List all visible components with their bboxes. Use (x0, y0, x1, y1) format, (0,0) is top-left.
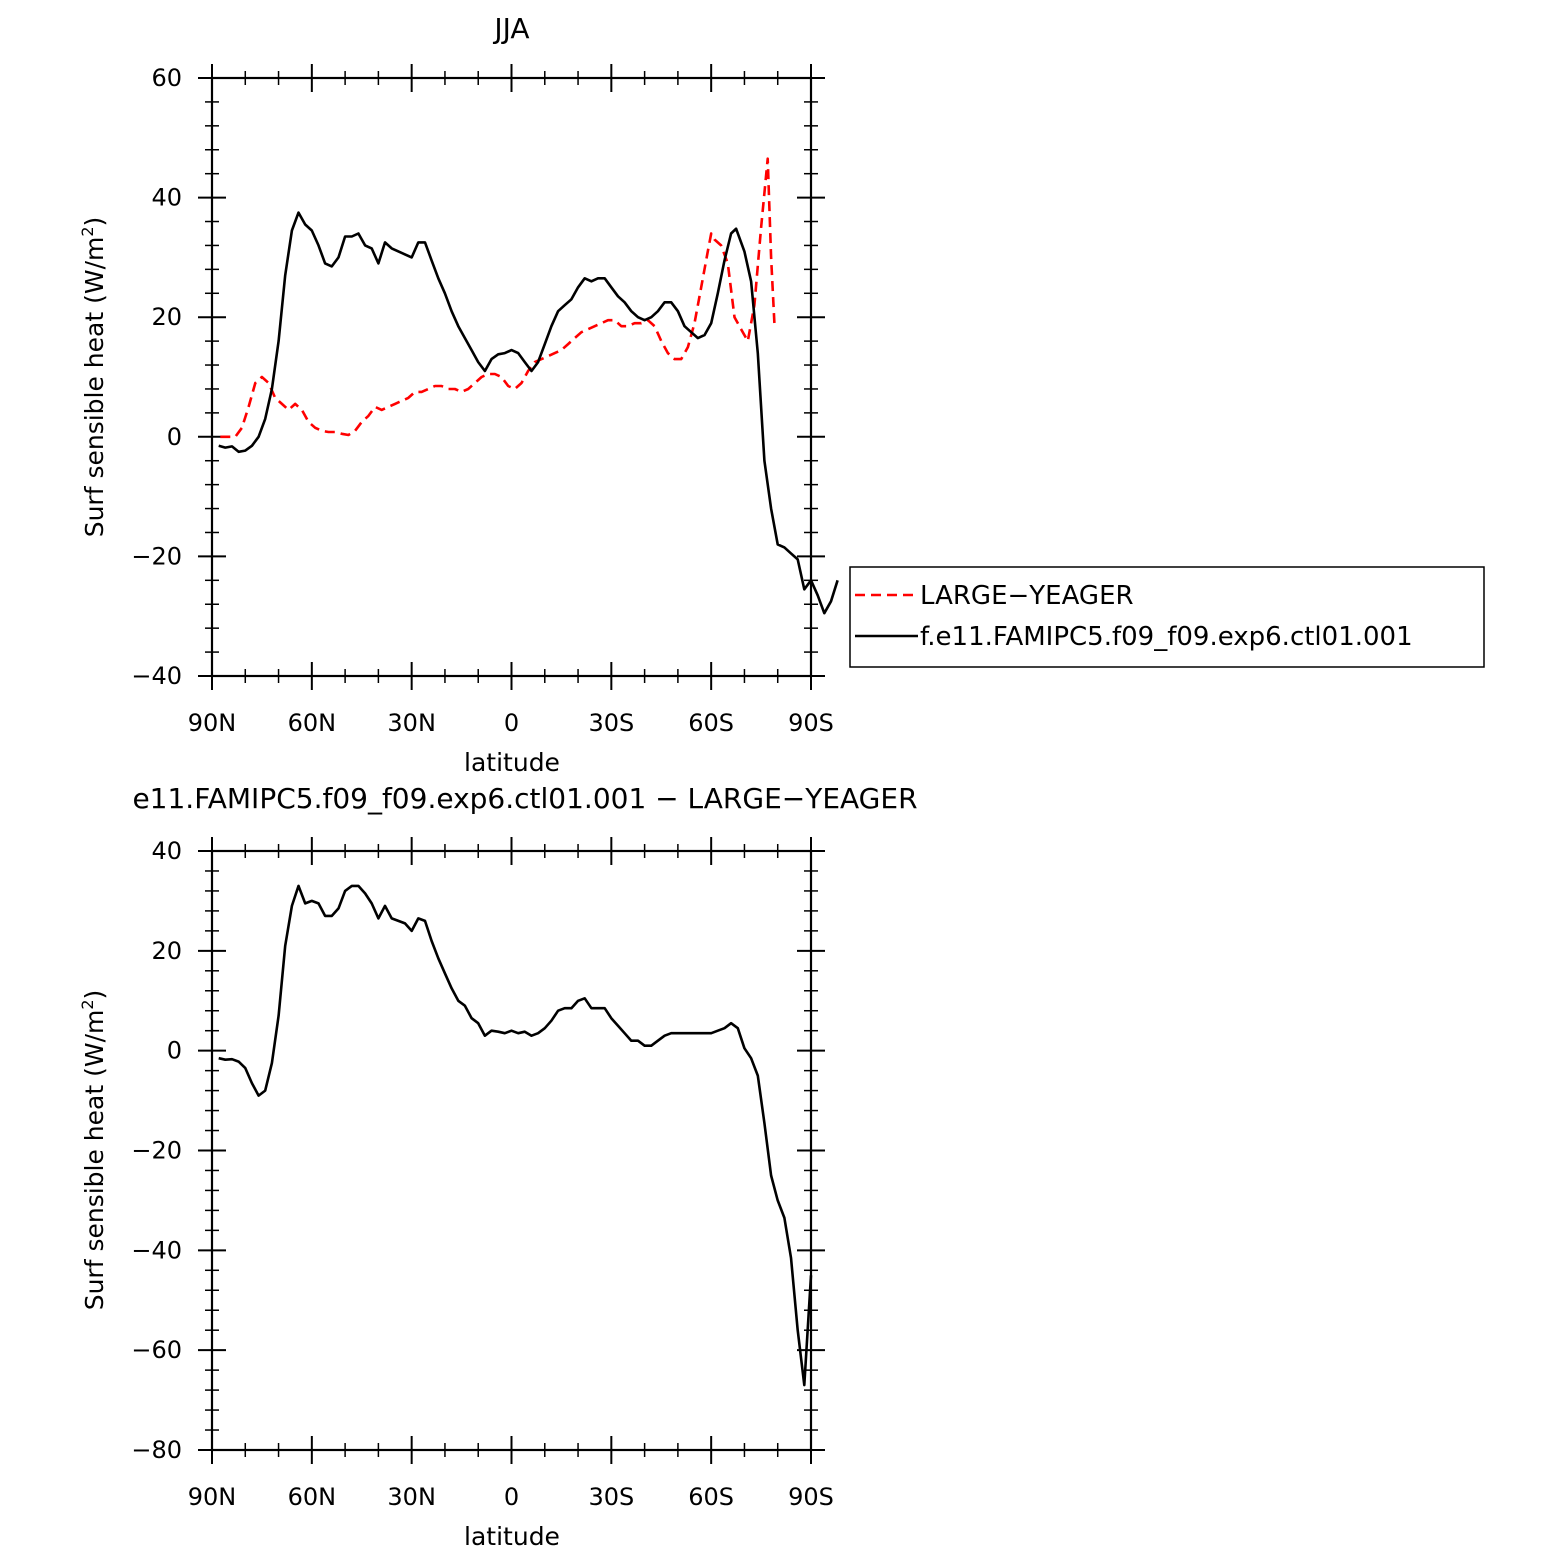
x-axis-label: latitude (464, 1522, 560, 1551)
series-line-difference (218, 884, 813, 1387)
y-tick-label: −20 (131, 1137, 182, 1165)
x-tick-label: 60S (688, 709, 734, 737)
y-axis-label-sup: 2 (78, 999, 97, 1009)
x-tick-label: 0 (504, 1483, 519, 1511)
plot-ticks (198, 837, 825, 1464)
x-tick-label: 30N (387, 1483, 436, 1511)
y-tick-label: 0 (167, 423, 182, 451)
chart-title: e11.FAMIPC5.f09_f09.exp6.ctl01.001 − LAR… (132, 782, 917, 815)
series-lines (218, 157, 839, 615)
x-tick-label: 30N (387, 709, 436, 737)
y-tick-label: −20 (131, 542, 182, 570)
y-axis-label: Surf sensible heat (W/m2) (78, 217, 109, 538)
x-tick-label: 90S (788, 709, 834, 737)
x-tick-label: 30S (588, 1483, 634, 1511)
bottom-panel: e11.FAMIPC5.f09_f09.exp6.ctl01.001 − LAR… (78, 782, 918, 1551)
y-tick-label: 20 (151, 303, 182, 331)
y-axis-label: Surf sensible heat (W/m2) (78, 990, 109, 1311)
y-axis-label-tail: ) (80, 990, 109, 1000)
legend-label-model: f.e11.FAMIPC5.f09_f09.exp6.ctl01.001 (920, 622, 1413, 652)
x-tick-label: 30S (588, 709, 634, 737)
y-axis-label-main: Surf sensible heat (W/m (80, 237, 109, 538)
legend: LARGE−YEAGER f.e11.FAMIPC5.f09_f09.exp6.… (849, 566, 1485, 668)
x-tick-labels: 90N 60N 30N 0 30S 60S 90S (188, 1483, 834, 1511)
y-tick-label: 0 (167, 1037, 182, 1065)
y-tick-label: −40 (131, 1236, 182, 1264)
x-axis-label: latitude (464, 748, 560, 777)
plot-frame (210, 849, 813, 1452)
y-tick-label: 40 (151, 837, 182, 865)
x-tick-label: 90S (788, 1483, 834, 1511)
series-line-model (218, 211, 839, 615)
y-axis-label-main: Surf sensible heat (W/m (80, 1010, 109, 1311)
series-line-large-yeager (220, 157, 776, 439)
y-tick-label: 40 (151, 184, 182, 212)
x-tick-labels: 90N 60N 30N 0 30S 60S 90S (188, 709, 834, 737)
y-tick-label: −80 (131, 1436, 182, 1464)
y-tick-label: 60 (151, 64, 182, 92)
y-axis-label-tail: ) (80, 217, 109, 227)
y-tick-label: −60 (131, 1336, 182, 1364)
y-tick-labels: 60 40 20 0 −20 −40 (131, 64, 182, 690)
y-tick-label: 20 (151, 937, 182, 965)
x-tick-label: 90N (188, 1483, 237, 1511)
x-tick-label: 90N (188, 709, 237, 737)
x-tick-label: 60N (288, 1483, 337, 1511)
y-tick-label: −40 (131, 662, 182, 690)
plot-frame (210, 76, 813, 678)
top-panel: JJA 60 40 20 0 −20 −40 90N 60N 30N 0 30S 60S 90S la… (78, 12, 1485, 777)
x-tick-label: 60N (288, 709, 337, 737)
x-tick-label: 0 (504, 709, 519, 737)
legend-box (849, 566, 1485, 668)
y-tick-labels: 40 20 0 −20 −40 −60 −80 (131, 837, 182, 1464)
legend-label-large-yeager: LARGE−YEAGER (920, 581, 1134, 611)
chart-title: JJA (492, 12, 529, 45)
y-axis-label-sup: 2 (78, 226, 97, 236)
x-tick-label: 60S (688, 1483, 734, 1511)
series-lines (218, 884, 813, 1387)
plot-ticks (198, 64, 825, 690)
